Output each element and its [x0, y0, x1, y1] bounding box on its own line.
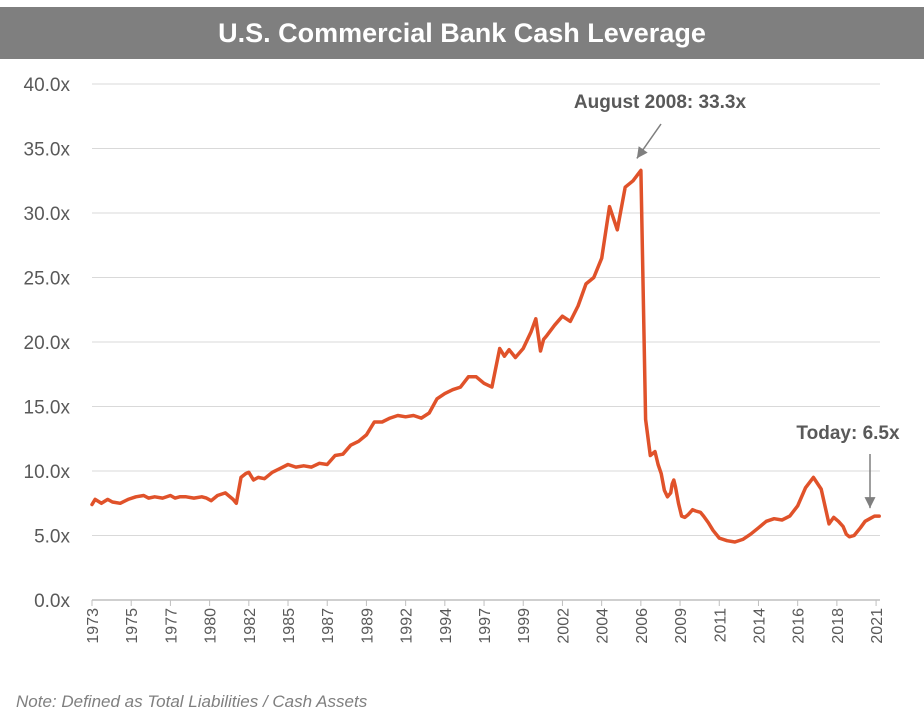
gridlines	[92, 83, 880, 536]
x-tick-label: 2014	[751, 608, 768, 644]
y-tick-label: 20.0x	[24, 333, 71, 354]
annotation-arrowhead	[864, 497, 876, 509]
x-tick-label: 1980	[203, 608, 220, 644]
x-tick-label: 1989	[359, 608, 376, 644]
y-tick-label: 10.0x	[24, 462, 71, 483]
chart-note: Note: Defined as Total Liabilities / Cas…	[16, 692, 368, 711]
annotations: August 2008: 33.3x Today: 6.5x	[574, 92, 900, 509]
x-tick-label: 1994	[438, 608, 455, 644]
annotation-arrowhead	[636, 146, 648, 159]
y-tick-label: 40.0x	[24, 75, 71, 96]
series-line-cash-leverage	[90, 168, 881, 544]
annotation-peak-label: August 2008: 33.3x	[574, 92, 747, 113]
y-tick-label: 25.0x	[24, 269, 71, 290]
y-tick-label: 30.0x	[24, 204, 71, 225]
x-tick-label: 1987	[320, 608, 337, 644]
x-tick-label: 2021	[869, 608, 886, 644]
y-tick-label: 35.0x	[24, 140, 71, 161]
x-tick-label: 1997	[477, 608, 494, 644]
x-tick-label: 2018	[830, 608, 847, 644]
y-axis-ticks: 0.0x 5.0x 10.0x 15.0x 20.0x 25.0x 30.0x 35.0x 40…	[24, 75, 71, 612]
x-tick-label: 2004	[595, 608, 612, 644]
chart-title: U.S. Commercial Bank Cash Leverage	[0, 7, 924, 59]
x-tick-label: 2016	[791, 608, 808, 644]
y-tick-label: 15.0x	[24, 398, 71, 419]
annotation-today-label: Today: 6.5x	[796, 423, 900, 444]
x-tick-label: 2002	[555, 608, 572, 644]
x-tick-label: 1977	[163, 608, 180, 644]
x-tick-label: 2006	[634, 608, 651, 644]
y-tick-label: 0.0x	[34, 591, 70, 612]
x-tick-label: 1985	[281, 608, 298, 644]
x-tick-label: 1999	[516, 608, 533, 644]
x-axis-ticks: 1973 1975 1977 1980 1982 1985 1987 1989 1992 1994…	[85, 600, 886, 644]
x-tick-label: 2009	[673, 608, 690, 644]
y-tick-label: 5.0x	[34, 527, 70, 548]
x-tick-label: 1992	[399, 608, 416, 644]
x-tick-label: 2011	[712, 608, 729, 643]
x-tick-label: 1973	[85, 608, 102, 644]
x-tick-label: 1975	[124, 608, 141, 644]
x-tick-label: 1982	[242, 608, 259, 644]
